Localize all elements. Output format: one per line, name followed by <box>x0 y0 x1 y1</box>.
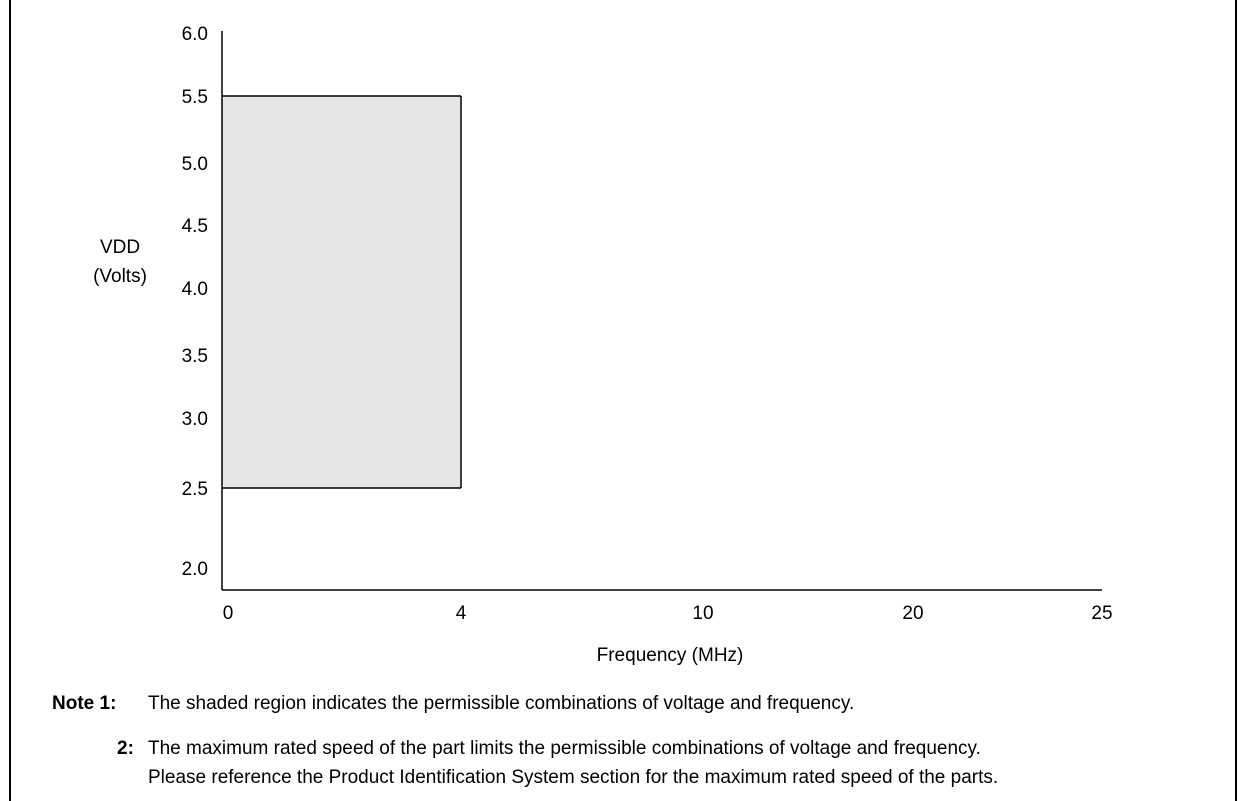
x-axis-title: Frequency (MHz) <box>597 645 744 666</box>
shaded-region <box>222 96 461 488</box>
y-tick-label-3-5: 3.5 <box>182 346 208 367</box>
y-tick-label-5-5: 5.5 <box>182 87 208 108</box>
y-tick-label-2-5: 2.5 <box>182 479 208 500</box>
y-tick-label-3-0: 3.0 <box>182 409 208 430</box>
y-tick-label-6-0: 6.0 <box>182 24 208 45</box>
x-tick-label-20: 20 <box>902 603 923 624</box>
figure-frame <box>9 0 1237 801</box>
y-tick-label-2-0: 2.0 <box>182 559 208 580</box>
x-tick-label-0: 0 <box>223 603 234 624</box>
y-tick-label-4-5: 4.5 <box>182 216 208 237</box>
y-tick-label-5-0: 5.0 <box>182 154 208 175</box>
y-tick-label-4-0: 4.0 <box>182 279 208 300</box>
voltage-frequency-chart: 6.0 5.5 5.0 4.5 4.0 3.5 3.0 2.5 2.0 0 4 10 20 25 VDD (V… <box>93 24 1113 666</box>
x-tick-label-10: 10 <box>692 603 713 624</box>
y-axis-title-line-2: (Volts) <box>93 266 147 287</box>
x-tick-label-4: 4 <box>456 603 467 624</box>
x-tick-label-25: 25 <box>1091 603 1112 624</box>
y-axis-title-line-1: VDD <box>100 237 140 258</box>
